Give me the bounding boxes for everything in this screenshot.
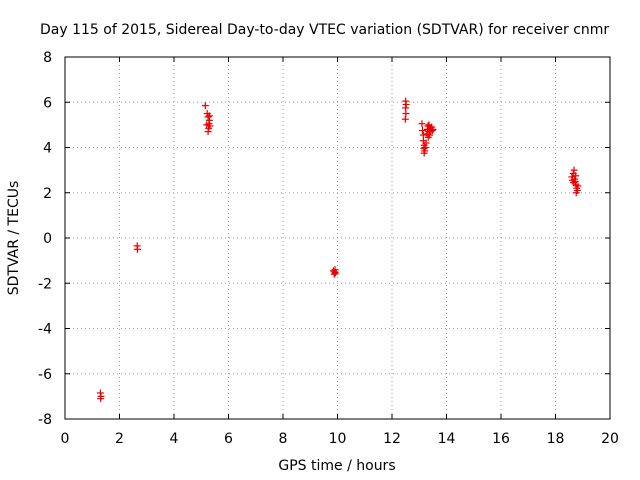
- y-tick-label: 4: [43, 141, 52, 157]
- data-point: [572, 172, 580, 180]
- data-point: [330, 270, 338, 278]
- y-tick-label: -4: [38, 322, 52, 338]
- y-tick-labels: -8 -6 -4 -2 0 2 4 6 8: [38, 50, 52, 428]
- chart-title: Day 115 of 2015, Sidereal Day-to-day VTE…: [40, 22, 609, 38]
- x-axis-label: GPS time / hours: [278, 458, 395, 474]
- axis-ticks: [64, 56, 611, 420]
- data-point: [201, 102, 209, 110]
- data-point: [204, 113, 212, 121]
- data-point: [424, 133, 432, 141]
- data-point: [421, 144, 429, 151]
- x-tick-label: 10: [329, 431, 347, 447]
- x-tick-label: 16: [492, 431, 510, 447]
- data-point: [422, 139, 430, 147]
- x-tick-label: 20: [601, 431, 619, 447]
- x-tick-label: 8: [279, 431, 288, 447]
- data-points: [96, 97, 582, 403]
- x-tick-label: 12: [383, 431, 401, 447]
- data-point: [429, 125, 437, 133]
- x-tick-label: 4: [170, 431, 179, 447]
- data-point: [331, 266, 339, 274]
- data-point: [572, 189, 580, 197]
- data-point: [419, 127, 427, 135]
- data-point: [205, 112, 213, 120]
- data-point: [574, 182, 582, 190]
- data-point: [204, 128, 212, 136]
- y-tick-label: -6: [38, 367, 52, 383]
- data-point: [569, 179, 577, 187]
- data-point: [97, 395, 105, 403]
- y-tick-label: 6: [43, 95, 52, 111]
- x-tick-label: 0: [61, 431, 70, 447]
- x-tick-label: 14: [438, 431, 456, 447]
- x-tick-labels: 0 2 4 6 8 10 12 14 16 18 20: [61, 431, 619, 447]
- y-tick-label: -2: [38, 276, 52, 292]
- x-tick-label: 18: [547, 431, 565, 447]
- grid-lines: [65, 57, 610, 419]
- data-point: [401, 115, 409, 123]
- data-point: [425, 121, 433, 129]
- y-tick-label: 8: [43, 50, 52, 66]
- y-tick-label: 2: [43, 186, 52, 202]
- y-tick-label: 0: [43, 231, 52, 247]
- x-tick-label: 2: [115, 431, 124, 447]
- data-point: [418, 120, 426, 128]
- data-point: [133, 245, 141, 253]
- data-point: [570, 166, 578, 174]
- x-tick-label: 6: [224, 431, 233, 447]
- y-tick-label: -8: [38, 412, 52, 428]
- y-axis-label: SDTVAR / TECUs: [6, 181, 22, 296]
- data-point: [420, 149, 428, 157]
